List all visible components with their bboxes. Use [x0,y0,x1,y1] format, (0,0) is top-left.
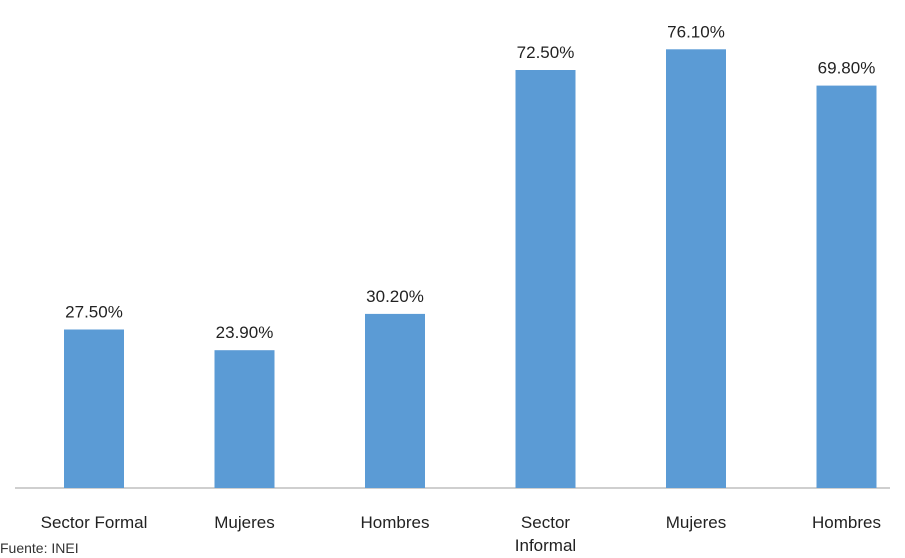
bar-2 [214,350,275,488]
category-label-3: Hombres [361,513,430,532]
category-label-6: Hombres [812,513,881,532]
bar-1 [64,329,124,488]
bar-3 [365,313,425,488]
data-label-5: 76.10% [667,22,725,41]
bar-5 [666,49,726,489]
data-label-1: 27.50% [65,303,123,322]
category-labels-group: Sector Formal Mujeres Hombres Sector Informa… [41,513,881,555]
data-label-2: 23.90% [216,323,274,342]
source-note: Fuente: INEI [0,540,79,556]
bars-group [64,49,877,489]
data-label-6: 69.80% [818,59,876,78]
category-label-4: Sector Informal [515,513,576,555]
category-label-2: Mujeres [214,513,274,532]
category-label-1: Sector Formal [41,513,148,532]
data-labels-group: 27.50% 23.90% 30.20% 72.50% 76.10% 69.80% [65,22,875,342]
bar-4 [515,70,576,488]
data-label-4: 72.50% [517,43,575,62]
data-label-3: 30.20% [366,287,424,306]
bar-6 [816,85,877,488]
category-label-5: Mujeres [666,513,726,532]
